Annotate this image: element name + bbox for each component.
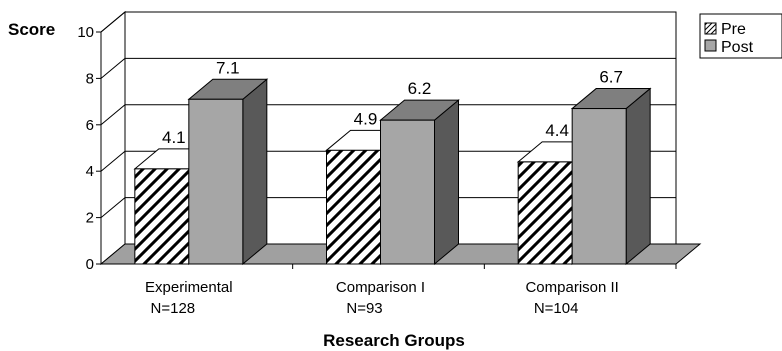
- legend-swatch-pre: [704, 22, 717, 35]
- bar-front-post: [571, 108, 627, 265]
- category-labels: Experimental N=128 Comparison I N=93 Compari…: [145, 279, 619, 317]
- y-tick-label: 6: [86, 117, 94, 134]
- data-label-post: 7.1: [216, 58, 240, 77]
- legend-swatch-post: [704, 39, 717, 52]
- legend-label-post: Post: [721, 39, 754, 56]
- category-label: Experimental: [145, 279, 233, 296]
- bar-side-post: [434, 99, 459, 266]
- data-label-pre: 4.9: [354, 109, 378, 128]
- y-tick-label: 10: [77, 24, 94, 41]
- y-axis-title: Score: [8, 20, 55, 39]
- bar-front-pre: [326, 149, 381, 265]
- gridline: [100, 11, 676, 33]
- gridline: [100, 150, 676, 172]
- category-n-label: N=128: [151, 300, 196, 317]
- x-axis-title: Research Groups: [323, 331, 465, 350]
- bar-front-pre: [517, 161, 573, 265]
- category-n-label: N=93: [346, 300, 382, 317]
- data-label-post: 6.7: [599, 68, 623, 87]
- bar-side-post: [625, 87, 651, 266]
- data-label-post: 6.2: [408, 79, 432, 98]
- category-label: Comparison II: [525, 279, 618, 296]
- category-n-label: N=104: [534, 300, 579, 317]
- y-tick-label: 0: [86, 256, 94, 273]
- side-wall: [100, 10, 126, 266]
- bar-front-post: [188, 98, 244, 265]
- gridline: [100, 197, 676, 218]
- legend-label-pre: Pre: [721, 21, 746, 38]
- gridline: [100, 57, 676, 79]
- category-label: Comparison I: [336, 279, 425, 296]
- gridline: [100, 104, 676, 126]
- data-label-pre: 4.1: [162, 128, 186, 147]
- bar-post-0: [187, 78, 269, 266]
- bar-post-1: [379, 99, 460, 266]
- legend: Pre Post: [699, 13, 782, 59]
- bar-side-post: [242, 78, 268, 266]
- data-labels: 4.1 7.1 4.9 6.2 4.4 6.7: [162, 58, 623, 147]
- bar-front-pre: [134, 168, 190, 265]
- bar-front-post: [380, 119, 435, 265]
- data-label-pre: 4.4: [545, 121, 569, 140]
- y-tick-label: 8: [86, 70, 94, 87]
- y-tick-label: 4: [86, 163, 94, 180]
- bars: [133, 78, 652, 266]
- y-tick-label: 2: [86, 210, 94, 227]
- gridlines: [100, 11, 676, 218]
- bar-post-2: [570, 87, 652, 266]
